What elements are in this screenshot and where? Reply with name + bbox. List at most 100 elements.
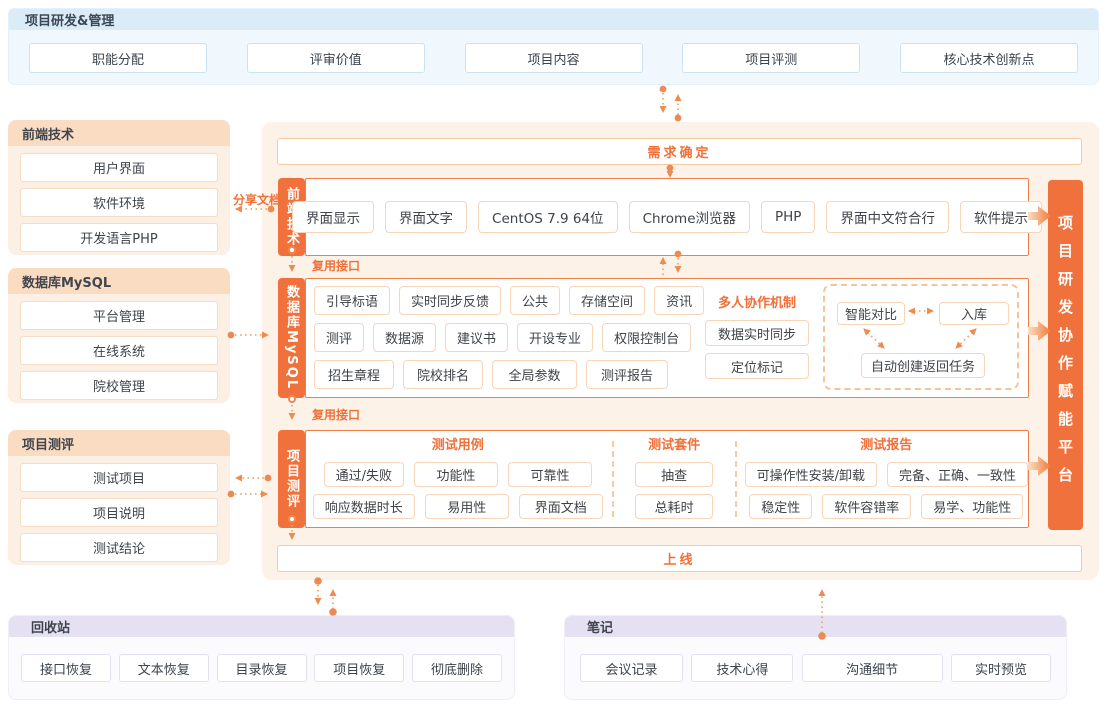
- side-item[interactable]: 项目说明: [20, 498, 218, 527]
- chip[interactable]: 公共: [510, 286, 561, 315]
- chips-line: 稳定性 软件容错率 易学、功能性: [749, 494, 1024, 519]
- chips-line: 界面显示 界面文字 CentOS 7.9 64位 Chrome浏览器 PHP 界…: [292, 179, 1042, 255]
- chip[interactable]: 功能性: [414, 462, 498, 487]
- notes-item[interactable]: 技术心得: [691, 654, 794, 682]
- side-item[interactable]: 测试项目: [20, 463, 218, 492]
- top-banner-item[interactable]: 职能分配: [29, 43, 207, 73]
- notes-item[interactable]: 实时预览: [950, 654, 1051, 682]
- chip[interactable]: 建议书: [445, 323, 509, 352]
- section-test-cases: 测试用例 通过/失败 功能性 可靠性 响应数据时长 易用性 界面文档: [312, 437, 604, 527]
- top-banner-item[interactable]: 项目内容: [464, 43, 643, 73]
- side-item[interactable]: 测试结论: [20, 533, 218, 562]
- bottom-panel-title: 回收站: [31, 621, 71, 636]
- stage-requirements-bar[interactable]: 需求确定: [277, 138, 1082, 165]
- notes-item[interactable]: 沟通细节: [801, 654, 943, 682]
- section-divider: [734, 441, 737, 517]
- bottom-panel-title: 笔记: [587, 621, 614, 636]
- chip[interactable]: 可靠性: [508, 462, 592, 487]
- collab-section: 多人协作机制 数据实时同步 定位标记: [705, 295, 809, 386]
- side-panel-frontend: 前端技术 用户界面 软件环境 开发语言PHP: [8, 120, 230, 255]
- flow-row-box: 界面显示 界面文字 CentOS 7.9 64位 Chrome浏览器 PHP 界…: [292, 178, 1042, 256]
- flow-row-frontend: 前端技术 界面显示 界面文字 CentOS 7.9 64位 Chrome浏览器 …: [278, 178, 1042, 256]
- chip[interactable]: 软件提示: [959, 201, 1042, 233]
- chip[interactable]: 界面中文符合行: [826, 201, 949, 233]
- chip[interactable]: 测评: [314, 323, 365, 352]
- testing-sections: 测试用例 通过/失败 功能性 可靠性 响应数据时长 易用性 界面文档: [306, 431, 1028, 527]
- recycle-bin-panel: 回收站 接口恢复 文本恢复 目录恢复 项目恢复 彻底删除: [8, 615, 515, 700]
- flow-node[interactable]: 自动创建返回任务: [861, 353, 985, 378]
- chip[interactable]: 总耗时: [635, 494, 714, 519]
- reuse-api-label: 复用接口: [312, 259, 361, 273]
- flow-row-box: 引导标语 实时同步反馈 公共 存储空间 资讯 测评 数据源 建议书 开设专业 权…: [305, 278, 1029, 398]
- flow-row-tab: 项目测评: [278, 430, 305, 528]
- side-item[interactable]: 软件环境: [20, 188, 218, 217]
- chip[interactable]: 易用性: [424, 494, 509, 519]
- chips-line: 通过/失败 功能性 可靠性: [323, 462, 592, 487]
- chip[interactable]: 稳定性: [749, 494, 813, 519]
- chip[interactable]: 存储空间: [569, 286, 646, 315]
- chip[interactable]: 引导标语: [314, 286, 391, 315]
- chip[interactable]: 界面文档: [518, 494, 603, 519]
- flow-row-box: 测试用例 通过/失败 功能性 可靠性 响应数据时长 易用性 界面文档: [305, 430, 1029, 528]
- chip[interactable]: 实时同步反馈: [399, 286, 502, 315]
- section-divider: [611, 441, 614, 517]
- chip[interactable]: 定位标记: [705, 353, 809, 379]
- flow-row-testing: 项目测评 测试用例 通过/失败 功能性 可靠性 响应数据时长 易用性 界面: [278, 430, 1029, 528]
- section-title: 测试报告: [860, 438, 913, 453]
- flow-row-tab: 数据库MySQL: [278, 278, 305, 398]
- notes-item[interactable]: 会议记录: [580, 654, 683, 682]
- top-banner-title: 项目研发&管理: [25, 14, 115, 29]
- side-item[interactable]: 用户界面: [20, 153, 218, 182]
- chip[interactable]: 院校排名: [403, 360, 483, 389]
- side-panel-title: 数据库MySQL: [22, 275, 112, 291]
- chip[interactable]: CentOS 7.9 64位: [478, 201, 618, 233]
- platform-right-bar: 项目研发协作赋能平台: [1048, 180, 1083, 530]
- top-banner-item[interactable]: 核心技术创新点: [900, 43, 1078, 73]
- side-item[interactable]: 开发语言PHP: [20, 223, 218, 252]
- chip[interactable]: 资讯: [654, 286, 705, 315]
- chip[interactable]: 开设专业: [517, 323, 594, 352]
- chip[interactable]: 可操作性安装/卸载: [744, 462, 877, 487]
- section-test-suite: 测试套件 抽查 总耗时: [622, 437, 727, 527]
- flow-row-database: 数据库MySQL 引导标语 实时同步反馈 公共 存储空间 资讯 测评 数据源 建…: [278, 278, 1029, 398]
- chip[interactable]: 响应数据时长: [312, 494, 415, 519]
- recycle-item[interactable]: 目录恢复: [216, 654, 307, 682]
- chip[interactable]: 数据源: [373, 323, 437, 352]
- chip[interactable]: 权限控制台: [602, 323, 692, 352]
- top-banner-item[interactable]: 评审价值: [246, 43, 425, 73]
- chip[interactable]: 抽查: [635, 462, 714, 487]
- recycle-item[interactable]: 彻底删除: [412, 654, 502, 682]
- stage-online-bar[interactable]: 上线: [277, 545, 1082, 572]
- side-item[interactable]: 院校管理: [20, 371, 218, 400]
- flow-node[interactable]: 入库: [939, 302, 1009, 325]
- chips-line: 可操作性安装/卸载 完备、正确、一致性: [744, 462, 1028, 487]
- recycle-item[interactable]: 接口恢复: [21, 654, 111, 682]
- chip[interactable]: 界面文字: [385, 201, 468, 233]
- top-banner-header: 项目研发&管理: [9, 9, 1098, 30]
- chip[interactable]: 全局参数: [492, 360, 577, 389]
- flow-node[interactable]: 智能对比: [837, 302, 905, 325]
- side-panel-body: 用户界面 软件环境 开发语言PHP: [8, 146, 230, 252]
- side-panel-title: 项目测评: [22, 437, 75, 453]
- bottom-panel-header: 回收站: [9, 616, 514, 637]
- side-panel-testing: 项目测评 测试项目 项目说明 测试结论: [8, 430, 230, 565]
- side-item[interactable]: 在线系统: [20, 336, 218, 365]
- side-panel-header: 数据库MySQL: [8, 268, 230, 294]
- chip[interactable]: PHP: [761, 201, 816, 233]
- chip[interactable]: Chrome浏览器: [628, 201, 751, 233]
- chip[interactable]: 招生章程: [314, 360, 394, 389]
- chip[interactable]: 测评报告: [586, 360, 668, 389]
- chip[interactable]: 软件容错率: [822, 494, 912, 519]
- chips-line: 测评 数据源 建议书 开设专业 权限控制台: [314, 323, 704, 352]
- chip[interactable]: 通过/失败: [323, 462, 404, 487]
- chip[interactable]: 数据实时同步: [705, 320, 809, 346]
- chip[interactable]: 易学、功能性: [921, 494, 1024, 519]
- chip[interactable]: 界面显示: [292, 201, 375, 233]
- top-banner-item[interactable]: 项目评测: [682, 43, 861, 73]
- chips-line: 招生章程 院校排名 全局参数 测评报告: [314, 360, 704, 389]
- recycle-item[interactable]: 项目恢复: [314, 654, 405, 682]
- reuse-api-label: 复用接口: [312, 408, 361, 422]
- side-item[interactable]: 平台管理: [20, 301, 218, 330]
- recycle-item[interactable]: 文本恢复: [118, 654, 209, 682]
- chip[interactable]: 完备、正确、一致性: [886, 462, 1028, 487]
